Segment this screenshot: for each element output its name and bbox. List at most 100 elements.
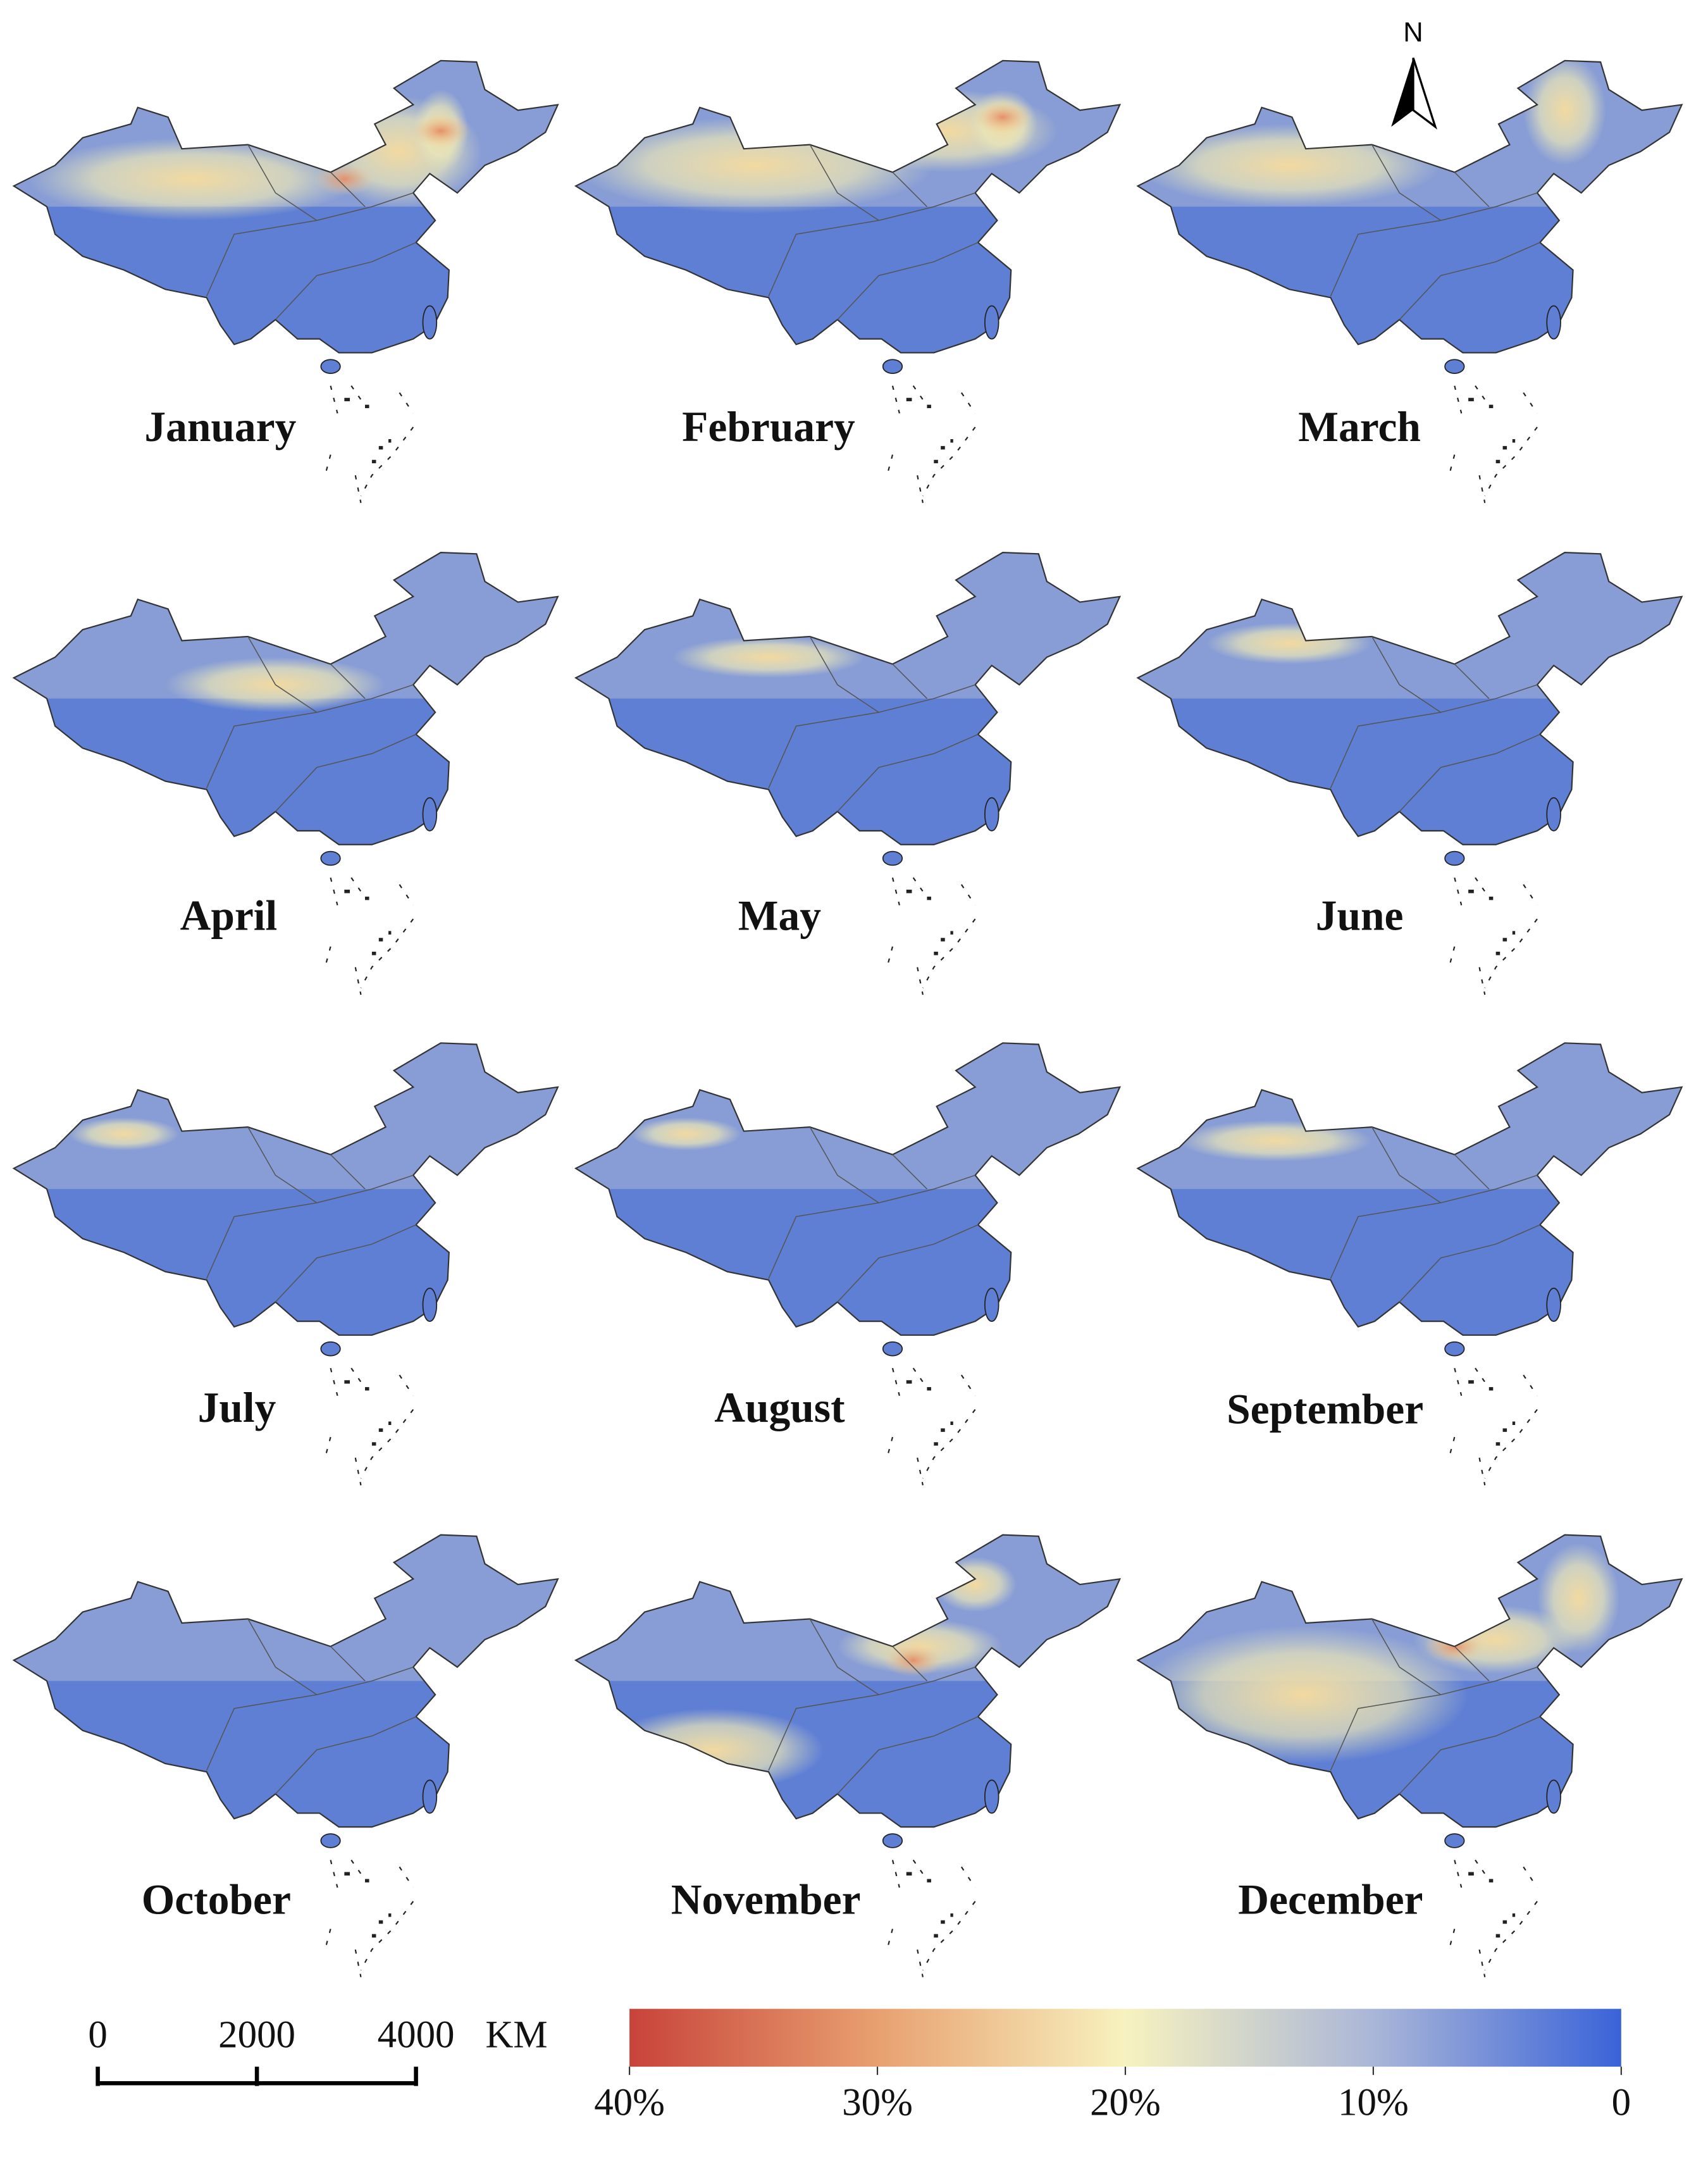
- panel-label: March: [1298, 403, 1421, 451]
- scale-unit: KM: [485, 2014, 547, 2056]
- map-hot-area: [410, 114, 471, 147]
- colorbar-label: 30%: [842, 2081, 913, 2124]
- map-warm-area: [55, 1750, 166, 1819]
- province-borders: [768, 1126, 979, 1303]
- panel-label: December: [1238, 1876, 1423, 1923]
- map-warm-area: [68, 1117, 180, 1151]
- hainan: [1444, 850, 1465, 866]
- south-sea-islands: [1449, 1860, 1537, 1977]
- taiwan: [984, 1779, 999, 1814]
- taiwan: [422, 1288, 438, 1322]
- panel-label: January: [144, 403, 296, 451]
- map-fill: [576, 1043, 1120, 1335]
- map-panel: May: [575, 552, 1121, 995]
- panel-label: July: [198, 1384, 276, 1431]
- south-sea-islands: [1449, 1368, 1537, 1485]
- hainan: [1444, 1833, 1465, 1848]
- hainan: [882, 359, 903, 374]
- map-panel: December: [1137, 1534, 1683, 1977]
- map-north-tint: [13, 1043, 558, 1190]
- hainan: [1444, 1341, 1465, 1357]
- map-fill: [13, 1534, 558, 1827]
- hainan: [320, 850, 341, 866]
- south-sea-islands: [1449, 386, 1537, 503]
- taiwan: [1546, 797, 1561, 831]
- map-north-tint: [576, 552, 1120, 699]
- taiwan: [1546, 1288, 1561, 1322]
- south-sea-islands: [325, 386, 413, 503]
- map-warm-area: [1179, 1120, 1372, 1162]
- province-borders: [206, 1126, 416, 1303]
- south-sea-islands: [887, 386, 975, 503]
- province-borders: [768, 636, 979, 812]
- map-warm-area: [1523, 60, 1606, 166]
- panel-label: September: [1227, 1385, 1423, 1433]
- map-hot-area: [882, 1643, 944, 1677]
- province-borders: [1330, 144, 1540, 320]
- map-warm-area: [672, 636, 865, 678]
- hainan: [882, 1833, 903, 1848]
- map-north-tint: [1137, 552, 1682, 699]
- colorbar-label: 20%: [1090, 2081, 1161, 2124]
- hainan: [1444, 359, 1465, 374]
- south-sea-islands: [325, 1368, 413, 1485]
- panel-label: November: [671, 1876, 861, 1923]
- map-panel: January: [13, 59, 559, 503]
- north-arrow: [1412, 57, 1437, 130]
- map-hot-area: [314, 162, 375, 196]
- colorbar: [629, 2008, 1621, 2067]
- south-sea-islands: [887, 1368, 975, 1485]
- map-warm-area: [1137, 123, 1441, 207]
- map-fill: [13, 1043, 558, 1335]
- map-fill: [13, 552, 558, 845]
- province-borders: [206, 636, 416, 812]
- map-fill: [576, 552, 1120, 845]
- province-borders: [1330, 1126, 1540, 1303]
- panel-label: February: [682, 403, 855, 451]
- south-sea-islands: [325, 1860, 413, 1977]
- taiwan: [984, 1288, 999, 1322]
- map-panel: August: [575, 1042, 1121, 1486]
- panel-label: August: [714, 1384, 845, 1431]
- north-arrow: [1391, 58, 1414, 127]
- taiwan: [984, 305, 999, 340]
- hainan: [882, 1341, 903, 1357]
- map-warm-area: [576, 117, 934, 214]
- map-hot-area: [972, 100, 1034, 134]
- map-panel: October: [13, 1534, 559, 1977]
- map-warm-area: [631, 1117, 741, 1151]
- map-north-tint: [13, 1534, 558, 1681]
- colorbar-label: 0: [1612, 2081, 1631, 2124]
- scale-bar: 0 2000 4000 KM: [88, 2014, 548, 2086]
- map-fill: [1137, 1534, 1682, 1827]
- south-sea-islands: [1449, 878, 1537, 995]
- scale-label: 4000: [378, 2014, 455, 2056]
- map-panel: June: [1137, 552, 1683, 995]
- map-hot-area: [1204, 1767, 1265, 1801]
- taiwan: [422, 797, 438, 831]
- map-fill: [1137, 1043, 1682, 1335]
- map-hot-area: [648, 1774, 710, 1808]
- map-panel: November: [575, 1534, 1121, 1977]
- province-borders: [206, 144, 416, 320]
- scale-label: 0: [88, 2014, 107, 2056]
- panel-label: June: [1316, 892, 1404, 940]
- south-sea-islands: [887, 1860, 975, 1977]
- province-borders: [1330, 636, 1540, 812]
- taiwan: [984, 797, 999, 831]
- taiwan: [1546, 1779, 1561, 1814]
- province-borders: [1330, 1619, 1540, 1795]
- map-warm-area: [934, 1557, 1017, 1612]
- colorbar-axis: 40% 30% 20% 10% 0: [594, 2067, 1631, 2124]
- colorbar-label: 40%: [594, 2081, 665, 2124]
- taiwan: [1546, 305, 1561, 340]
- map-warm-area: [1537, 1543, 1620, 1653]
- south-sea-islands: [887, 878, 975, 995]
- map-fill: [13, 60, 558, 353]
- map-grid: January February March April May June July Augu…: [13, 59, 1683, 1977]
- panel-label: October: [142, 1876, 291, 1923]
- map-panel: March: [1137, 59, 1683, 503]
- map-fill: [576, 60, 1120, 353]
- map-panel: April: [13, 552, 559, 995]
